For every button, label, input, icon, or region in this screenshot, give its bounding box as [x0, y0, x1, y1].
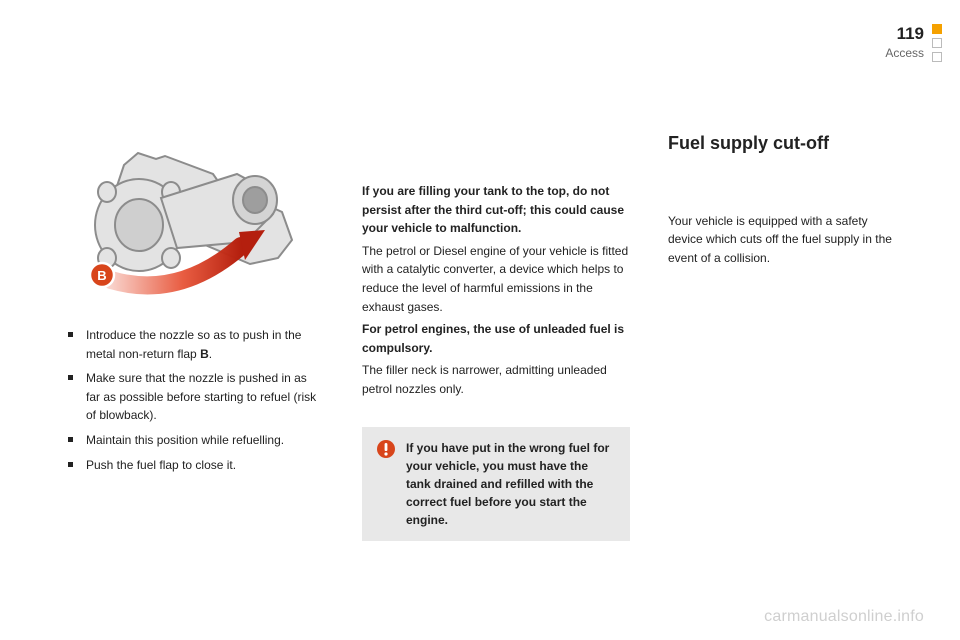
list-item: Push the fuel flap to close it. — [64, 456, 324, 475]
callout-b-label: B — [97, 268, 106, 283]
page-header: 119 Access — [885, 24, 924, 60]
caution-text: If you have put in the wrong fuel for yo… — [406, 439, 616, 529]
body-paragraph: Your vehicle is equipped with a safety d… — [668, 212, 896, 268]
list-item-text-tail: . — [209, 347, 212, 361]
page: 119 Access — [0, 0, 960, 640]
callout-ref: B — [200, 347, 209, 361]
page-number: 119 — [897, 24, 924, 44]
content-columns: B Introduce the nozzle so as to push in … — [64, 130, 896, 541]
body-paragraph-bold: For petrol engines, the use of unleaded … — [362, 320, 630, 357]
body-paragraph: The petrol or Diesel engine of your vehi… — [362, 242, 630, 316]
marker-square-active — [932, 24, 942, 34]
column-right: Fuel supply cut-off Your vehicle is equi… — [668, 130, 896, 541]
caution-box: If you have put in the wrong fuel for yo… — [362, 427, 630, 541]
caution-icon — [376, 439, 396, 465]
fuel-filler-illustration: B — [69, 130, 319, 310]
fuel-filler-svg: B — [69, 130, 319, 310]
section-label: Access — [885, 46, 924, 60]
column-left: B Introduce the nozzle so as to push in … — [64, 130, 324, 541]
marker-square — [932, 38, 942, 48]
list-item: Make sure that the nozzle is pushed in a… — [64, 369, 324, 425]
instruction-list: Introduce the nozzle so as to push in th… — [64, 326, 324, 474]
edge-marker — [932, 24, 946, 66]
body-paragraph: The filler neck is narrower, admitting u… — [362, 361, 630, 398]
warning-paragraph: If you are filling your tank to the top,… — [362, 182, 630, 238]
watermark: carmanualsonline.info — [764, 608, 924, 626]
section-heading: Fuel supply cut-off — [668, 130, 896, 158]
list-item: Maintain this position while refuelling. — [64, 431, 324, 450]
list-item: Introduce the nozzle so as to push in th… — [64, 326, 324, 363]
column-middle: If you are filling your tank to the top,… — [362, 130, 630, 541]
list-item-text: Introduce the nozzle so as to push in th… — [86, 328, 301, 361]
marker-square — [932, 52, 942, 62]
